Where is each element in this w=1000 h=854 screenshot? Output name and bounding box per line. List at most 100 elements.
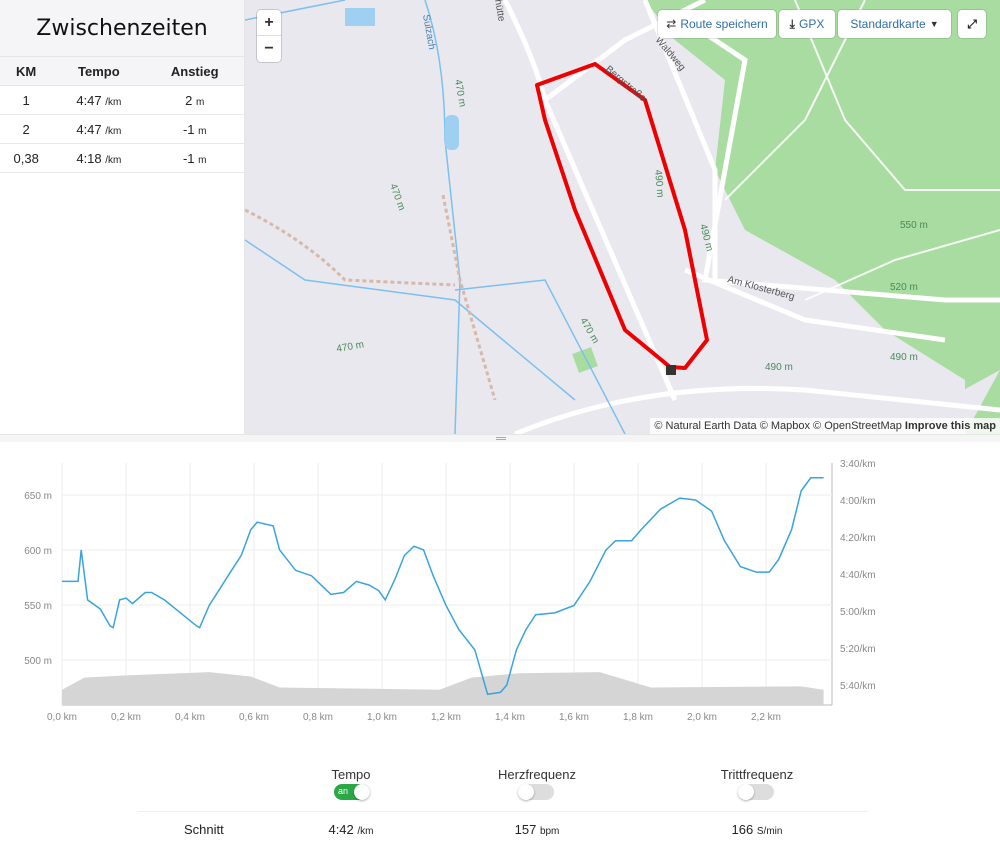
- cadence-toggle[interactable]: [738, 784, 774, 800]
- x-tick-label: 0,4 km: [175, 712, 205, 723]
- toggle-text: an: [338, 786, 349, 796]
- fullscreen-button[interactable]: ⤢: [958, 10, 986, 38]
- avg-cadence: 166 S/min: [697, 822, 817, 837]
- table-row: 0,38 4:18 /km -1 m: [0, 143, 244, 173]
- park: [572, 347, 598, 373]
- svg-text:470 m: 470 m: [577, 316, 600, 346]
- zoom-in-button[interactable]: +: [257, 10, 281, 36]
- svg-text:520 m: 520 m: [890, 282, 918, 293]
- climb-unit: m: [195, 96, 205, 108]
- map-canvas[interactable]: Sulzach 470 m 470 m 470 m 470 m 490 m 49…: [245, 0, 1000, 434]
- svg-text:Am Klosterberg: Am Klosterberg: [726, 274, 795, 302]
- x-tick-label: 0,0 km: [47, 712, 77, 723]
- right-tick-label: 3:40/km: [840, 459, 876, 470]
- svg-text:490 m: 490 m: [890, 352, 918, 363]
- svg-text:470 m: 470 m: [387, 182, 407, 212]
- pace: 4:18 /km: [52, 143, 146, 173]
- metric-label-cadence: Trittfrequenz: [720, 767, 794, 782]
- metric-label-tempo: Tempo: [331, 767, 371, 782]
- climb-value: -1: [182, 150, 195, 166]
- zoom-out-button[interactable]: −: [264, 40, 274, 57]
- x-tick-label: 2,0 km: [687, 712, 717, 723]
- climb: -1 m: [145, 114, 244, 144]
- attribution-text: © Natural Earth Data © Mapbox © OpenStre…: [654, 420, 902, 432]
- map-attribution: © Natural Earth Data © Mapbox © OpenStre…: [650, 418, 1000, 434]
- col-climb: Anstieg: [145, 56, 244, 86]
- right-tick-label: 5:40/km: [840, 681, 876, 692]
- x-tick-label: 1,8 km: [623, 712, 653, 723]
- toggle-knob: [738, 784, 754, 800]
- svg-text:490 m: 490 m: [652, 169, 665, 198]
- km: 0,38: [0, 143, 53, 173]
- roads: [502, 0, 1000, 434]
- route-map[interactable]: Sulzach 470 m 470 m 470 m 470 m 490 m 49…: [245, 0, 1000, 434]
- pace-unit: /km: [105, 96, 122, 108]
- forest-area: [605, 0, 1000, 434]
- route-icon: ⇄: [666, 17, 677, 31]
- right-tick-label: 4:40/km: [840, 570, 876, 581]
- x-tick-label: 0,6 km: [239, 712, 269, 723]
- divider: [138, 811, 868, 812]
- resize-handle[interactable]: [0, 434, 1000, 442]
- right-tick-label: 4:00/km: [840, 496, 876, 507]
- caret-down-icon: ▼: [929, 19, 939, 29]
- splits-table: KM Tempo Anstieg 1 4:47 /km 2 m 2 4:47 /km -1 …: [0, 56, 244, 173]
- avg-heart-rate: 157 bpm: [477, 822, 597, 837]
- x-tick-label: 0,2 km: [111, 712, 141, 723]
- right-tick-label: 5:00/km: [840, 607, 876, 618]
- pond: [445, 115, 459, 150]
- table-row: 1 4:47 /km 2 m: [0, 85, 244, 115]
- svg-text:470 m: 470 m: [336, 339, 365, 355]
- right-tick-label: 5:20/km: [840, 644, 876, 655]
- left-tick-label: 500 m: [24, 656, 52, 667]
- pace-line: [62, 477, 824, 696]
- x-tick-label: 0,8 km: [303, 712, 333, 723]
- climb: -1 m: [145, 143, 244, 173]
- metric-label-heart-rate: Herzfrequenz: [497, 767, 577, 782]
- pace: 4:47 /km: [52, 85, 146, 115]
- heart-rate-toggle[interactable]: [518, 784, 554, 800]
- climb-value: -1: [182, 121, 195, 137]
- pace-value: 4:47: [76, 121, 102, 137]
- pond-2: [345, 8, 375, 26]
- svg-text:Sulzach: Sulzach: [420, 14, 437, 51]
- climb-unit: m: [198, 154, 207, 166]
- x-tick-label: 1,6 km: [559, 712, 589, 723]
- improve-map-link[interactable]: Improve this map: [904, 420, 996, 432]
- railway-2: [441, 194, 497, 401]
- col-km: KM: [0, 56, 53, 86]
- climb: 2 m: [145, 85, 244, 115]
- save-route-button[interactable]: ⇄ Route speichern: [658, 10, 776, 38]
- download-icon: ⤓: [789, 16, 795, 31]
- fullscreen-icon: ⤢: [967, 16, 977, 31]
- svg-text:490 m: 490 m: [765, 362, 793, 373]
- pace: 4:47 /km: [52, 114, 146, 144]
- unit: /km: [357, 826, 374, 837]
- streams: [245, 0, 626, 434]
- gpx-download-button[interactable]: ⤓ GPX: [779, 10, 835, 38]
- tempo-toggle[interactable]: an: [334, 784, 370, 800]
- svg-text:Bergstraße: Bergstraße: [603, 64, 648, 105]
- climb-unit: m: [198, 125, 207, 137]
- svg-text:470 m: 470 m: [452, 79, 468, 108]
- avg-pace: 4:42 /km: [291, 822, 411, 837]
- col-tempo: Tempo: [52, 56, 146, 86]
- km: 2: [0, 114, 53, 144]
- toggle-knob: [518, 784, 534, 800]
- value: 166: [731, 822, 754, 837]
- finish-flag-icon: [666, 365, 676, 375]
- x-tick-label: 1,0 km: [367, 712, 397, 723]
- unit: S/min: [756, 826, 783, 837]
- average-label: Schnitt: [184, 822, 224, 837]
- svg-text:hütte: hütte: [492, 0, 507, 23]
- x-tick-label: 1,2 km: [431, 712, 461, 723]
- svg-text:550 m: 550 m: [900, 220, 928, 231]
- left-tick-label: 550 m: [24, 601, 52, 612]
- x-tick-label: 2,2 km: [751, 712, 781, 723]
- zoom-controls: + −: [257, 10, 281, 62]
- value: 4:42: [328, 822, 354, 837]
- pace-unit: /km: [105, 154, 122, 166]
- splits-title: Zwischenzeiten: [0, 0, 244, 56]
- toggle-knob: [354, 784, 370, 800]
- map-style-dropdown[interactable]: Standardkarte ▼: [838, 10, 951, 38]
